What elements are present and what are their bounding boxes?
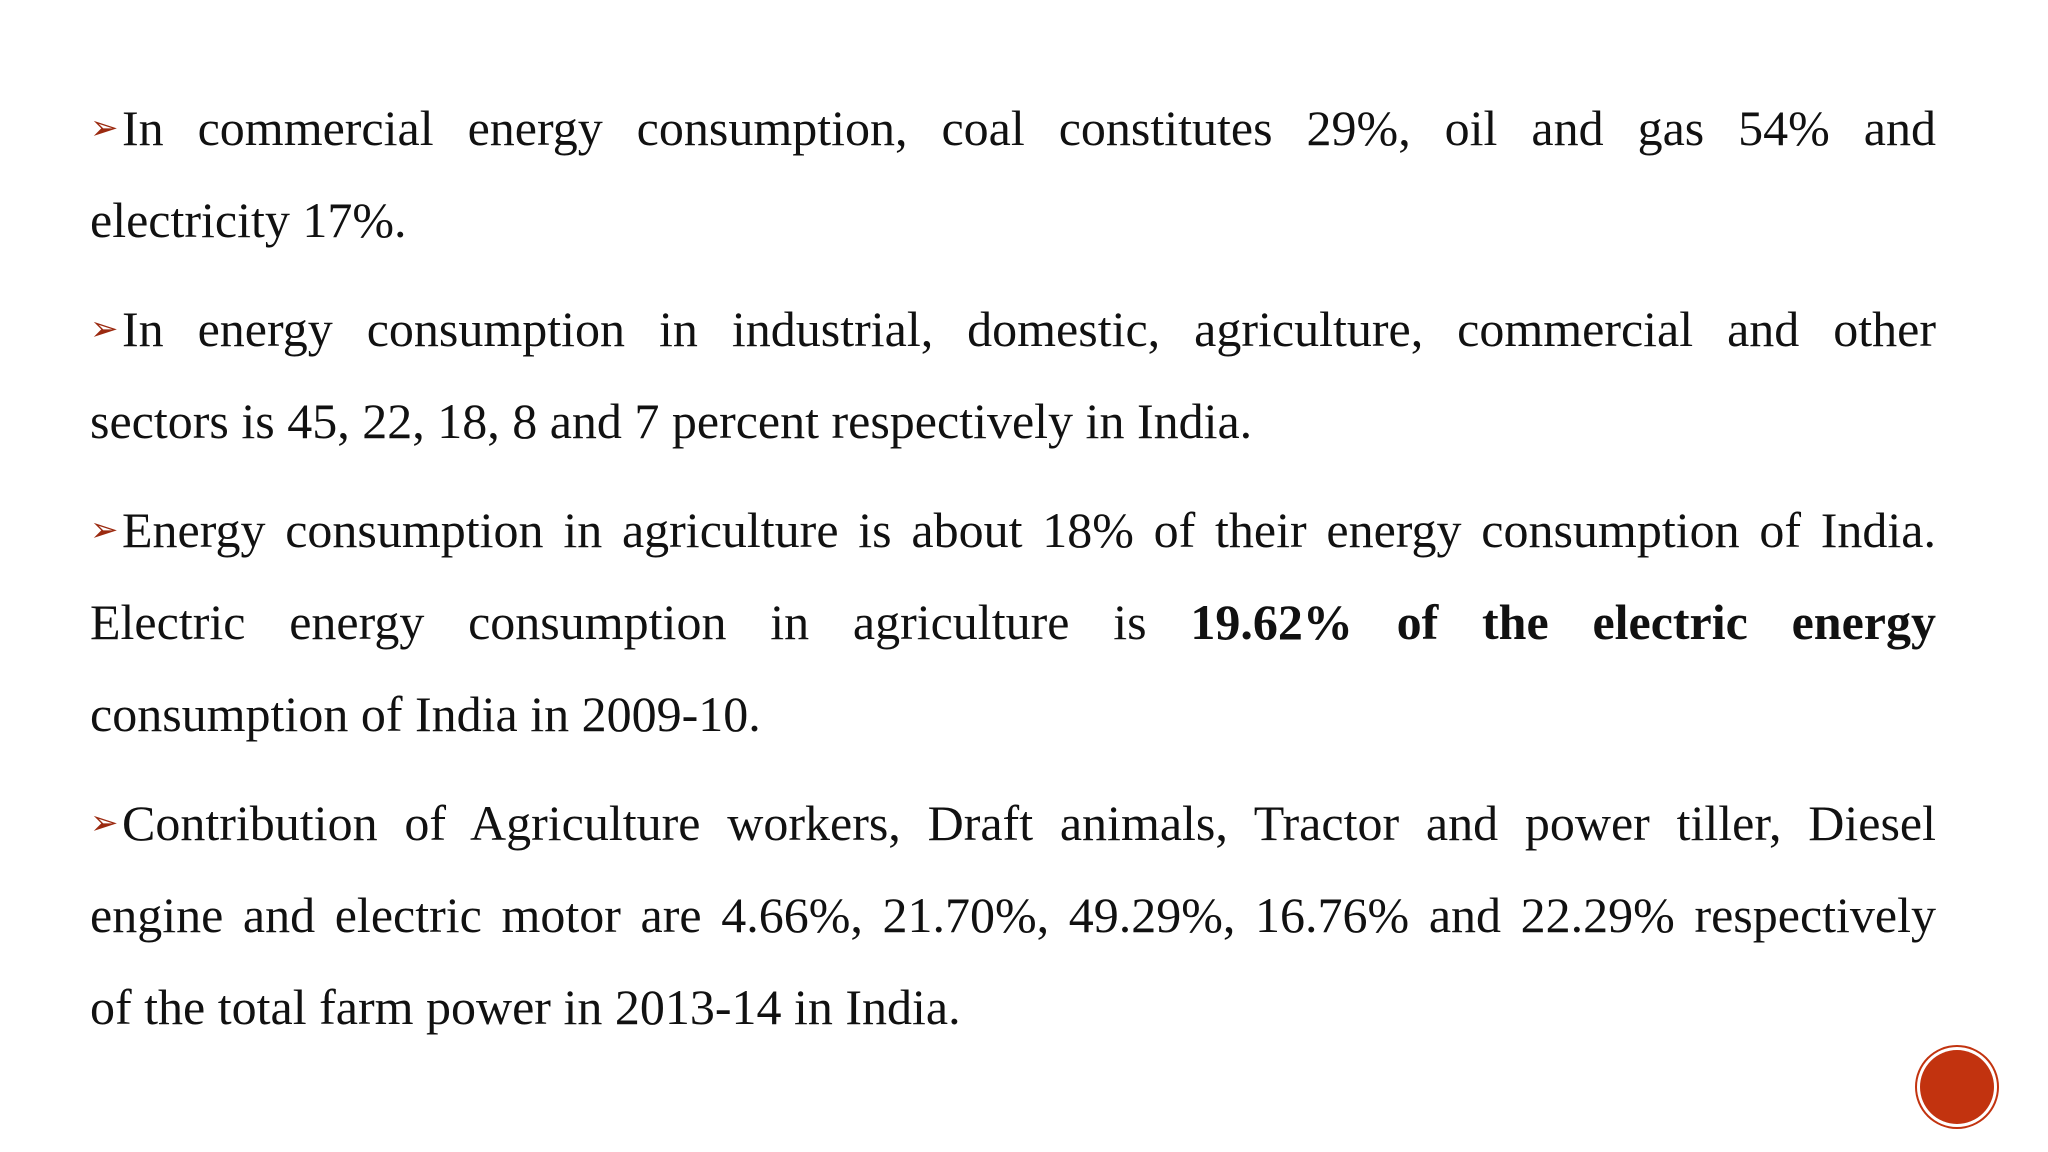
bullet-line: Electric energy consumption in agricultu…	[90, 576, 1936, 668]
bullet-text: Energy consumption in agriculture is abo…	[122, 502, 1936, 558]
arrow-bullet-icon: ➢	[90, 108, 119, 148]
bullet-text: Contribution of Agriculture workers, Dra…	[122, 795, 1936, 851]
slide-nav-button-icon[interactable]	[1920, 1050, 1994, 1124]
bullet-text: of the total farm power in 2013-14 in In…	[90, 979, 961, 1035]
bullet-line: engine and electric motor are 4.66%, 21.…	[90, 869, 1936, 961]
slide-content: ➢In commercial energy consumption, coal …	[90, 82, 1936, 1070]
bullet-item: ➢Energy consumption in agriculture is ab…	[90, 484, 1936, 760]
arrow-bullet-icon: ➢	[90, 510, 119, 550]
bullet-text: In energy consumption in industrial, dom…	[122, 301, 1936, 357]
bullet-line: of the total farm power in 2013-14 in In…	[90, 961, 1936, 1053]
bullet-line: sectors is 45, 22, 18, 8 and 7 percent r…	[90, 375, 1936, 467]
bullet-text: consumption of India in 2009-10.	[90, 686, 761, 742]
bullet-line: ➢In commercial energy consumption, coal …	[90, 82, 1936, 174]
bullet-bold-text: 19.62% of the electric energy	[1190, 594, 1936, 650]
bullet-text: engine and electric motor are 4.66%, 21.…	[90, 887, 1936, 943]
bullet-text: In commercial energy consumption, coal c…	[122, 100, 1936, 156]
bullet-line: ➢In energy consumption in industrial, do…	[90, 283, 1936, 375]
bullet-item: ➢Contribution of Agriculture workers, Dr…	[90, 777, 1936, 1053]
bullet-line: ➢Contribution of Agriculture workers, Dr…	[90, 777, 1936, 869]
bullet-text: Electric energy consumption in agricultu…	[90, 594, 1191, 650]
arrow-bullet-icon: ➢	[90, 309, 119, 349]
bullet-item: ➢In commercial energy consumption, coal …	[90, 82, 1936, 266]
bullet-line: ➢Energy consumption in agriculture is ab…	[90, 484, 1936, 576]
bullet-line: electricity 17%.	[90, 174, 1936, 266]
bullet-line: consumption of India in 2009-10.	[90, 668, 1936, 760]
bullet-text: sectors is 45, 22, 18, 8 and 7 percent r…	[90, 393, 1253, 449]
arrow-bullet-icon: ➢	[90, 803, 119, 843]
bullet-item: ➢In energy consumption in industrial, do…	[90, 283, 1936, 467]
bullet-text: electricity 17%.	[90, 192, 407, 248]
